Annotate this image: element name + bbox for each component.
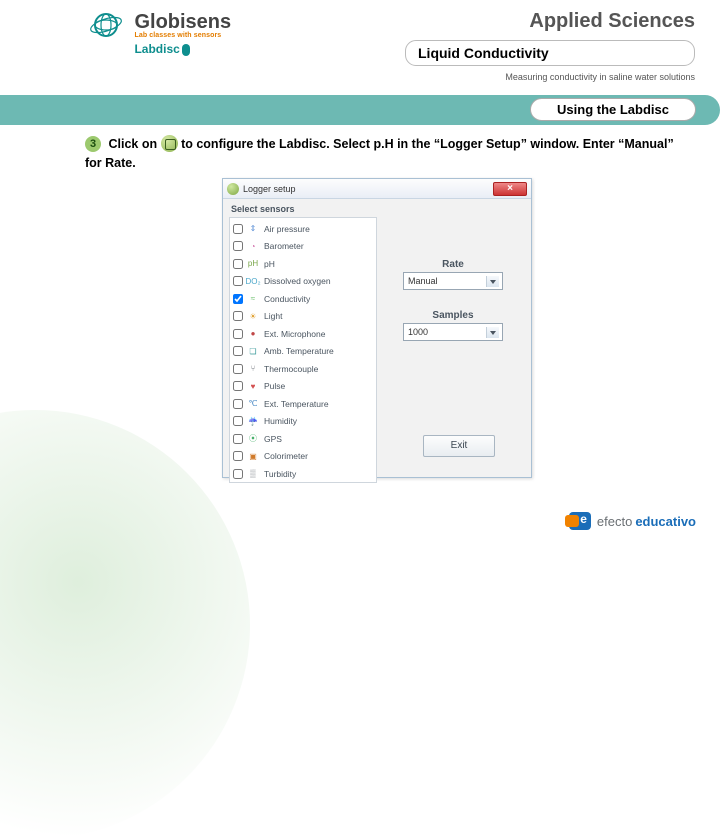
topic-title: Liquid Conductivity: [418, 45, 549, 61]
step-text-before: Click on: [108, 137, 157, 151]
dialog-titlebar: Logger setup ×: [223, 179, 531, 199]
sensor-label: Colorimeter: [264, 451, 308, 461]
topic-title-box: Liquid Conductivity: [405, 40, 695, 66]
samples-value: 1000: [408, 327, 428, 337]
sensor-row: ℃ Ext. Temperature: [230, 395, 376, 413]
exit-button[interactable]: Exit: [423, 435, 495, 457]
sensor-row: ● Ext. Microphone: [230, 325, 376, 343]
sensor-label: Barometer: [264, 241, 304, 251]
sensor-icon: ●: [246, 327, 260, 341]
sensor-checkbox[interactable]: [233, 381, 243, 391]
sensor-icon: ℃: [246, 397, 260, 411]
sensor-row: ≈ Conductivity: [230, 290, 376, 308]
sensor-checkbox[interactable]: [233, 416, 243, 426]
sensor-checkbox[interactable]: [233, 346, 243, 356]
sensor-icon: ♥: [246, 379, 260, 393]
sensor-label: GPS: [264, 434, 282, 444]
sensor-icon: ▣: [246, 449, 260, 463]
sensor-icon: ⇕: [246, 222, 260, 236]
config-panel: Rate Manual Samples 1000: [388, 259, 518, 361]
dialog-app-icon: [227, 183, 239, 195]
sensor-checkbox[interactable]: [233, 364, 243, 374]
sensor-row: ▒ Turbidity: [230, 465, 376, 483]
globe-icon: [88, 8, 124, 47]
sensor-icon: DO₂: [246, 274, 260, 288]
sensor-label: Humidity: [264, 416, 297, 426]
sensor-checkbox[interactable]: [233, 311, 243, 321]
sensor-label: Pulse: [264, 381, 285, 391]
sensor-row: DO₂ Dissolved oxygen: [230, 273, 376, 291]
sensor-checkbox[interactable]: [233, 241, 243, 251]
brand-name: Globisens: [134, 12, 231, 32]
logo-globisens: Globisens Lab classes with sensors Labdi…: [88, 8, 231, 56]
sensor-label: Light: [264, 311, 282, 321]
sensor-row: ▣ Colorimeter: [230, 448, 376, 466]
applied-title: Applied Sciences: [529, 10, 695, 33]
sensor-checkbox[interactable]: [233, 434, 243, 444]
dialog-title: Logger setup: [243, 184, 493, 194]
sensor-row: ♥ Pulse: [230, 378, 376, 396]
sensor-label: Amb. Temperature: [264, 346, 334, 356]
sensor-label: Air pressure: [264, 224, 310, 234]
sensors-panel: Select sensors ⇕ Air pressure ◔ Barometer pH…: [229, 202, 377, 471]
sensor-label: Ext. Temperature: [264, 399, 329, 409]
brand-tagline: Lab classes with sensors: [134, 32, 231, 39]
rate-value: Manual: [408, 276, 438, 286]
step-number-badge: 3: [85, 136, 101, 152]
efecto-icon: [569, 512, 591, 530]
step-instruction: 3 Click on to configure the Labdisc. Sel…: [85, 135, 680, 173]
sensor-icon: ☀: [246, 309, 260, 323]
brand-product: Labdisc: [134, 42, 231, 56]
sensor-checkbox[interactable]: [233, 451, 243, 461]
sensor-icon: ❏: [246, 344, 260, 358]
sensor-label: Dissolved oxygen: [264, 276, 331, 286]
sensor-row: ⦿ GPS: [230, 430, 376, 448]
dialog-body: Select sensors ⇕ Air pressure ◔ Barometer pH…: [223, 199, 531, 477]
samples-label: Samples: [388, 310, 518, 321]
sensor-checkbox[interactable]: [233, 399, 243, 409]
applied-sciences: Applied Sciences: [529, 10, 695, 33]
sensor-row: ⇕ Air pressure: [230, 220, 376, 238]
dialog-close-button[interactable]: ×: [493, 182, 527, 196]
sensor-icon: ≈: [246, 292, 260, 306]
sensor-label: Ext. Microphone: [264, 329, 325, 339]
section-bar: Using the Labdisc: [0, 95, 720, 125]
sensor-icon: ⑂: [246, 362, 260, 376]
topic-subtitle: Measuring conductivity in saline water s…: [505, 72, 695, 82]
sensor-checkbox[interactable]: [233, 259, 243, 269]
background-curve: [0, 410, 250, 840]
footer-word1: efecto: [597, 514, 632, 529]
sensor-checkbox[interactable]: [233, 276, 243, 286]
sensor-list: ⇕ Air pressure ◔ Barometer pH pH DO₂ Dissolved …: [229, 217, 377, 483]
header: Globisens Lab classes with sensors Labdi…: [0, 0, 720, 90]
sensor-icon: pH: [246, 257, 260, 271]
sensor-row: pH pH: [230, 255, 376, 273]
sensors-header: Select sensors: [231, 204, 377, 214]
configure-icon: [161, 135, 178, 152]
rate-label: Rate: [388, 259, 518, 270]
sensor-icon: ⦿: [246, 432, 260, 446]
sensor-checkbox[interactable]: [233, 224, 243, 234]
sensor-label: pH: [264, 259, 275, 269]
footer-logo: efecto educativo: [569, 512, 696, 530]
section-pill: Using the Labdisc: [530, 98, 696, 121]
sensor-row: ❏ Amb. Temperature: [230, 343, 376, 361]
sensor-label: Thermocouple: [264, 364, 318, 374]
rate-select[interactable]: Manual: [403, 272, 503, 290]
sensor-checkbox[interactable]: [233, 294, 243, 304]
sensor-checkbox[interactable]: [233, 329, 243, 339]
sensor-icon: ☔: [246, 414, 260, 428]
logger-setup-dialog: Logger setup × Select sensors ⇕ Air press…: [222, 178, 532, 478]
sensor-row: ☀ Light: [230, 308, 376, 326]
sensor-checkbox[interactable]: [233, 469, 243, 479]
sensor-row: ◔ Barometer: [230, 238, 376, 256]
sensor-row: ☔ Humidity: [230, 413, 376, 431]
samples-select[interactable]: 1000: [403, 323, 503, 341]
sensor-row: ⑂ Thermocouple: [230, 360, 376, 378]
sensor-icon: ▒: [246, 467, 260, 481]
sensor-label: Turbidity: [264, 469, 296, 479]
sensor-label: Conductivity: [264, 294, 310, 304]
sensor-icon: ◔: [246, 239, 260, 253]
footer-word2: educativo: [635, 514, 696, 529]
